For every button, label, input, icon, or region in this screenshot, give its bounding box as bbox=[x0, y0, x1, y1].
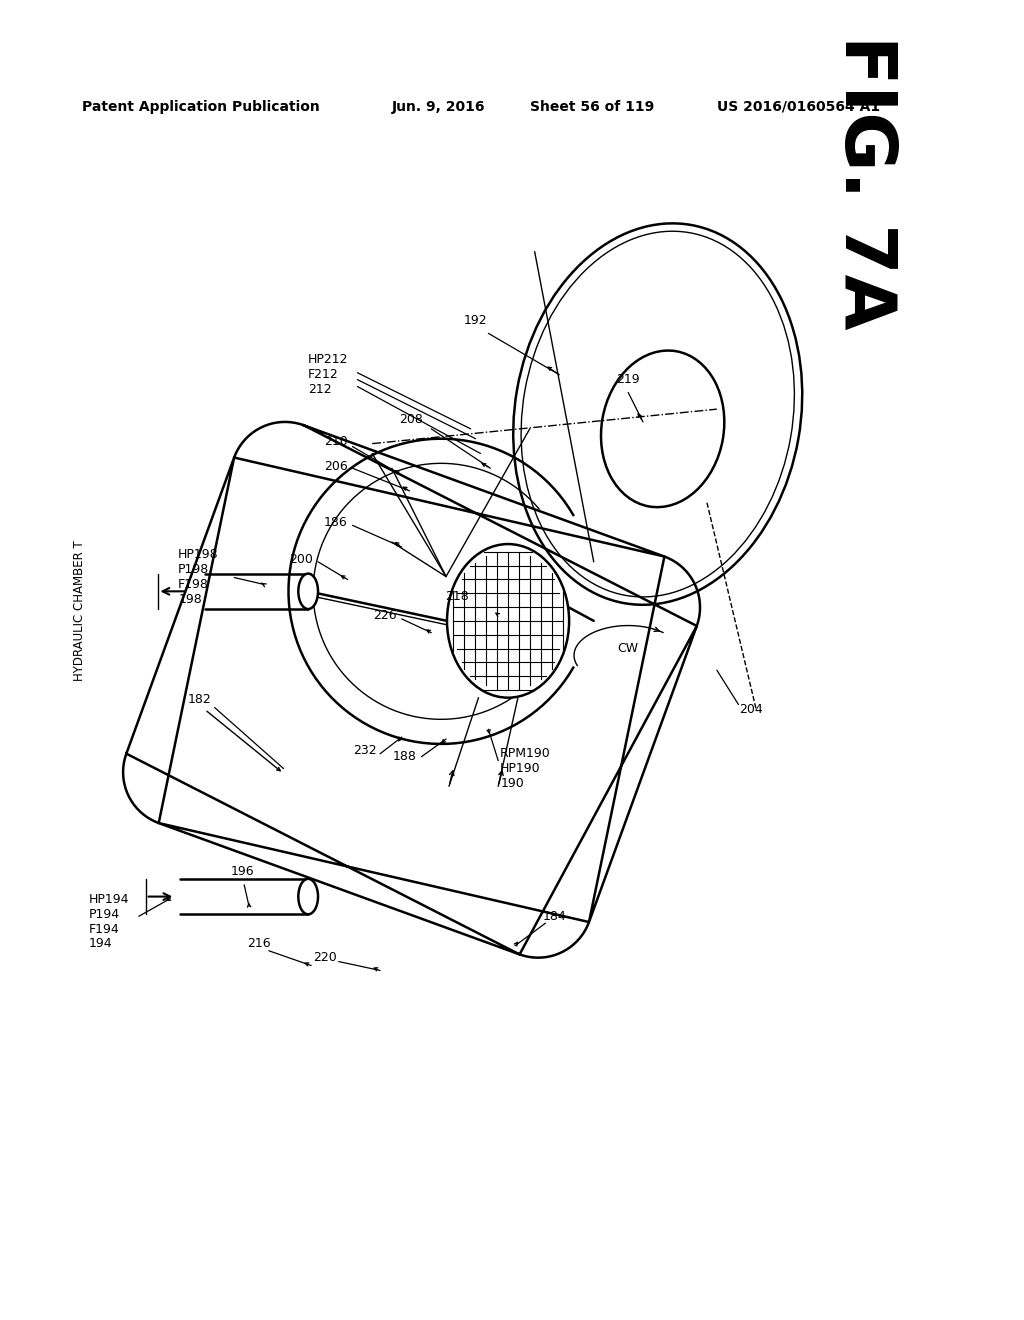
Text: P198: P198 bbox=[178, 564, 210, 576]
Text: US 2016/0160564 A1: US 2016/0160564 A1 bbox=[717, 100, 880, 114]
Ellipse shape bbox=[298, 574, 318, 609]
Text: 219: 219 bbox=[616, 374, 640, 387]
Text: Jun. 9, 2016: Jun. 9, 2016 bbox=[392, 100, 485, 114]
Ellipse shape bbox=[447, 544, 569, 698]
Text: 200: 200 bbox=[289, 553, 313, 566]
Text: HP212: HP212 bbox=[308, 354, 348, 367]
Text: 212: 212 bbox=[308, 383, 332, 396]
Text: FIG. 7A: FIG. 7A bbox=[830, 36, 899, 330]
Text: CW: CW bbox=[617, 642, 639, 655]
Text: RPM190: RPM190 bbox=[500, 747, 551, 760]
Text: 194: 194 bbox=[89, 937, 113, 950]
Text: HP194: HP194 bbox=[89, 894, 129, 906]
Text: 182: 182 bbox=[188, 693, 212, 706]
Text: 188: 188 bbox=[392, 750, 417, 763]
Text: 204: 204 bbox=[739, 704, 763, 715]
Text: Patent Application Publication: Patent Application Publication bbox=[82, 100, 319, 114]
Text: 220: 220 bbox=[313, 952, 337, 964]
Text: 218: 218 bbox=[444, 590, 469, 603]
Text: 208: 208 bbox=[399, 413, 424, 425]
Text: 216: 216 bbox=[247, 937, 270, 950]
Text: 232: 232 bbox=[353, 744, 377, 758]
Text: 210: 210 bbox=[324, 436, 347, 449]
Ellipse shape bbox=[298, 879, 318, 915]
Text: Sheet 56 of 119: Sheet 56 of 119 bbox=[529, 100, 654, 114]
Text: F198: F198 bbox=[178, 578, 209, 591]
Text: HP190: HP190 bbox=[500, 762, 541, 775]
Text: P194: P194 bbox=[89, 908, 120, 921]
Text: 198: 198 bbox=[178, 593, 202, 606]
Text: 206: 206 bbox=[324, 459, 347, 473]
Text: 226: 226 bbox=[373, 610, 396, 623]
Text: 184: 184 bbox=[543, 909, 566, 923]
Text: HP198: HP198 bbox=[178, 548, 219, 561]
Text: F212: F212 bbox=[308, 368, 339, 381]
Text: F194: F194 bbox=[89, 923, 120, 936]
Text: 196: 196 bbox=[230, 866, 254, 879]
Text: HYDRAULIC CHAMBER T: HYDRAULIC CHAMBER T bbox=[74, 541, 86, 681]
Text: 192: 192 bbox=[464, 314, 487, 327]
Text: 190: 190 bbox=[500, 777, 524, 789]
Text: 186: 186 bbox=[324, 516, 347, 529]
